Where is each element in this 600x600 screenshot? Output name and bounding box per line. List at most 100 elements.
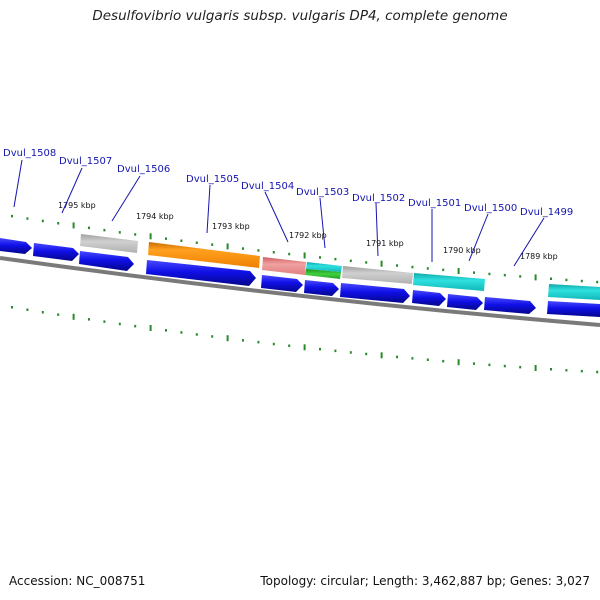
tick-mark <box>596 370 599 374</box>
gene-label[interactable]: Dvul_1502 <box>352 193 405 204</box>
cds-arrow[interactable] <box>340 283 410 303</box>
leader-line <box>319 197 326 249</box>
cyan-feature[interactable] <box>413 273 485 291</box>
tick-mark <box>396 355 398 359</box>
tick-mark <box>303 252 306 259</box>
tick-mark <box>226 243 229 250</box>
tick-mark <box>103 228 106 232</box>
tick-mark <box>272 251 275 254</box>
cds-arrow[interactable] <box>304 280 339 296</box>
tick-mark <box>288 344 291 347</box>
tick-mark <box>519 365 522 369</box>
cds-arrow[interactable] <box>146 260 256 286</box>
genome-backbone <box>0 256 600 327</box>
green-feature[interactable] <box>305 269 341 279</box>
tick-mark <box>473 271 475 274</box>
tick-mark <box>334 349 337 353</box>
orange-feature[interactable] <box>148 242 260 268</box>
tick-mark <box>211 243 214 246</box>
accession-text: Accession: NC_008751 <box>9 574 146 588</box>
tick-mark <box>103 320 106 323</box>
leader-line <box>264 191 289 243</box>
cds-arrow[interactable] <box>79 251 134 271</box>
kbp-label: 1794 kbp <box>136 212 174 221</box>
tick-mark <box>257 249 260 252</box>
tick-mark <box>57 222 60 225</box>
tick-mark <box>88 226 90 230</box>
gene-label[interactable]: Dvul_1504 <box>241 181 294 192</box>
leader-line <box>513 217 545 267</box>
tick-mark <box>272 342 275 346</box>
genome-summary-text: Topology: circular; Length: 3,462,887 bp… <box>260 574 590 588</box>
cds-arrow[interactable] <box>412 290 446 306</box>
tick-mark <box>180 239 183 242</box>
gray-feature[interactable] <box>80 234 138 253</box>
tick-mark <box>565 278 568 282</box>
tick-mark <box>534 274 537 281</box>
tick-mark <box>380 260 383 267</box>
tick-mark <box>57 313 60 316</box>
tick-mark <box>349 259 352 263</box>
tick-mark <box>195 333 198 336</box>
gray-feature[interactable] <box>342 266 413 284</box>
tick-mark <box>149 325 152 331</box>
leader-line <box>206 184 211 234</box>
feature-track <box>80 234 600 300</box>
cds-arrow[interactable] <box>33 243 79 261</box>
tick-mark <box>488 363 491 367</box>
cds-track <box>0 238 600 317</box>
tick-mark <box>550 368 552 371</box>
tick-mark <box>257 340 260 344</box>
tick-mark <box>365 261 368 264</box>
kbp-label: 1793 kbp <box>212 222 250 231</box>
tick-mark <box>88 318 90 321</box>
leader-line <box>468 213 489 262</box>
cds-arrow[interactable] <box>547 301 600 317</box>
tick-mark <box>488 272 491 276</box>
leader-line <box>61 167 83 214</box>
gene-label[interactable]: Dvul_1508 <box>3 148 56 159</box>
gene-label[interactable]: Dvul_1506 <box>117 164 170 175</box>
map-title: Desulfovibrio vulgaris subsp. vulgaris D… <box>92 8 508 24</box>
cds-arrow[interactable] <box>261 275 303 292</box>
tick-mark <box>442 268 445 272</box>
cyan-feature[interactable] <box>306 262 342 272</box>
tick-mark <box>11 306 13 309</box>
tick-mark <box>457 268 460 274</box>
tick-mark <box>473 362 475 365</box>
cyan-feature[interactable] <box>548 284 600 300</box>
tick-mark <box>503 273 506 277</box>
tick-mark <box>211 335 214 338</box>
kbp-label: 1791 kbp <box>366 239 404 248</box>
cds-arrow[interactable] <box>484 297 536 314</box>
tick-mark <box>165 237 167 240</box>
tick-mark <box>149 233 152 240</box>
gene-label[interactable]: Dvul_1499 <box>520 207 573 218</box>
tick-mark <box>41 311 44 314</box>
tick-mark <box>426 267 429 270</box>
tick-mark <box>565 369 568 372</box>
gene-label[interactable]: Dvul_1501 <box>408 198 461 209</box>
pink-feature[interactable] <box>262 257 306 275</box>
cds-arrow[interactable] <box>0 238 32 254</box>
tick-mark <box>334 257 337 261</box>
leader-line <box>375 202 379 257</box>
gene-label[interactable]: Dvul_1500 <box>464 203 517 214</box>
tick-mark <box>303 344 306 351</box>
kbp-label: 1790 kbp <box>443 246 481 255</box>
cds-arrow[interactable] <box>447 294 483 310</box>
tick-mark <box>349 351 352 354</box>
gene-labels: Dvul_1508 Dvul_1507 Dvul_1506 Dvul_1505 … <box>3 148 573 218</box>
gene-label[interactable]: Dvul_1505 <box>186 174 239 185</box>
kbp-label: 1789 kbp <box>520 252 558 261</box>
tick-mark <box>596 280 599 284</box>
tick-mark <box>288 252 291 256</box>
tick-mark <box>534 365 537 371</box>
tick-mark <box>519 275 522 278</box>
tick-mark <box>457 359 460 366</box>
tick-mark <box>72 313 75 320</box>
gene-label[interactable]: Dvul_1503 <box>296 187 349 198</box>
tick-mark <box>118 231 121 234</box>
gene-label[interactable]: Dvul_1507 <box>59 156 112 167</box>
